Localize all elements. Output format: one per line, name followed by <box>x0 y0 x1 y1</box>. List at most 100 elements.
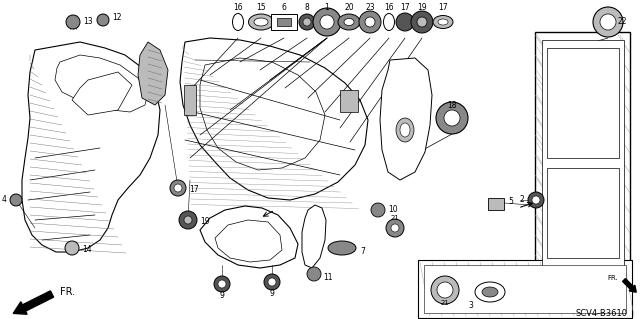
Polygon shape <box>302 205 326 268</box>
Text: 11: 11 <box>323 273 333 283</box>
Text: 21: 21 <box>440 300 449 306</box>
Text: 10: 10 <box>388 205 397 214</box>
Circle shape <box>593 7 623 37</box>
Ellipse shape <box>396 118 414 142</box>
Ellipse shape <box>475 282 505 302</box>
Text: SCV4-B3610: SCV4-B3610 <box>576 308 628 317</box>
Ellipse shape <box>328 241 356 255</box>
Circle shape <box>320 15 334 29</box>
Ellipse shape <box>400 123 410 137</box>
Bar <box>184 85 196 115</box>
Text: 12: 12 <box>112 13 122 23</box>
Circle shape <box>65 241 79 255</box>
Text: 19: 19 <box>417 4 427 12</box>
Text: 16: 16 <box>233 4 243 12</box>
Circle shape <box>417 17 427 27</box>
Circle shape <box>170 180 186 196</box>
Text: 8: 8 <box>305 4 309 12</box>
Circle shape <box>174 184 182 192</box>
Text: 14: 14 <box>82 246 92 255</box>
Circle shape <box>359 11 381 33</box>
Text: 21: 21 <box>390 215 399 221</box>
Text: 9: 9 <box>220 292 225 300</box>
Bar <box>271 14 297 30</box>
Circle shape <box>371 203 385 217</box>
Text: 9: 9 <box>269 290 275 299</box>
Text: 13: 13 <box>83 18 93 26</box>
Polygon shape <box>215 220 282 262</box>
Text: 2: 2 <box>519 196 524 204</box>
Circle shape <box>528 192 544 208</box>
Text: 4: 4 <box>2 196 7 204</box>
Text: 3: 3 <box>468 301 473 310</box>
Text: 17: 17 <box>189 186 198 195</box>
Ellipse shape <box>482 287 498 297</box>
Circle shape <box>179 211 197 229</box>
Circle shape <box>386 219 404 237</box>
Circle shape <box>66 15 80 29</box>
Text: 7: 7 <box>360 248 365 256</box>
Polygon shape <box>22 42 160 252</box>
Ellipse shape <box>232 13 243 31</box>
Bar <box>277 18 291 26</box>
Bar <box>547 168 619 258</box>
Bar <box>547 48 619 158</box>
Circle shape <box>268 278 276 286</box>
Text: 6: 6 <box>282 4 287 12</box>
Polygon shape <box>418 260 632 318</box>
Polygon shape <box>535 32 630 278</box>
Polygon shape <box>72 72 132 115</box>
Circle shape <box>436 102 468 134</box>
Text: 1: 1 <box>324 4 330 12</box>
Circle shape <box>532 196 540 204</box>
Circle shape <box>97 14 109 26</box>
Bar <box>542 40 624 272</box>
Circle shape <box>365 17 375 27</box>
Text: 19: 19 <box>200 218 210 226</box>
Circle shape <box>218 280 226 288</box>
Text: FR.: FR. <box>607 275 618 281</box>
Circle shape <box>444 110 460 126</box>
Ellipse shape <box>338 14 360 30</box>
Ellipse shape <box>383 13 394 31</box>
Text: 18: 18 <box>447 100 457 109</box>
FancyArrow shape <box>623 278 636 292</box>
Circle shape <box>313 8 341 36</box>
Ellipse shape <box>438 19 448 25</box>
Polygon shape <box>200 206 298 268</box>
Text: 17: 17 <box>438 4 448 12</box>
Circle shape <box>396 13 414 31</box>
Circle shape <box>184 216 192 224</box>
Ellipse shape <box>344 19 354 26</box>
Bar <box>424 265 626 313</box>
Text: 22: 22 <box>618 18 627 26</box>
Polygon shape <box>138 42 168 105</box>
Circle shape <box>600 14 616 30</box>
Bar <box>488 198 504 210</box>
Circle shape <box>10 194 22 206</box>
Ellipse shape <box>433 16 453 28</box>
Circle shape <box>431 276 459 304</box>
Ellipse shape <box>248 14 273 30</box>
Text: 15: 15 <box>256 4 266 12</box>
Bar <box>340 90 358 112</box>
Text: 16: 16 <box>384 4 394 12</box>
Circle shape <box>307 267 321 281</box>
Polygon shape <box>380 58 432 180</box>
Circle shape <box>264 274 280 290</box>
FancyArrow shape <box>13 291 54 314</box>
Circle shape <box>437 282 453 298</box>
Circle shape <box>214 276 230 292</box>
Polygon shape <box>180 38 368 200</box>
Polygon shape <box>200 58 325 170</box>
Ellipse shape <box>254 18 268 26</box>
Text: 5: 5 <box>508 197 513 206</box>
Polygon shape <box>55 55 148 112</box>
Circle shape <box>411 11 433 33</box>
Text: 20: 20 <box>344 4 354 12</box>
Text: 17: 17 <box>400 4 410 12</box>
Text: 23: 23 <box>365 4 375 12</box>
Circle shape <box>299 14 315 30</box>
Text: FR.: FR. <box>60 287 75 297</box>
Circle shape <box>303 18 311 26</box>
